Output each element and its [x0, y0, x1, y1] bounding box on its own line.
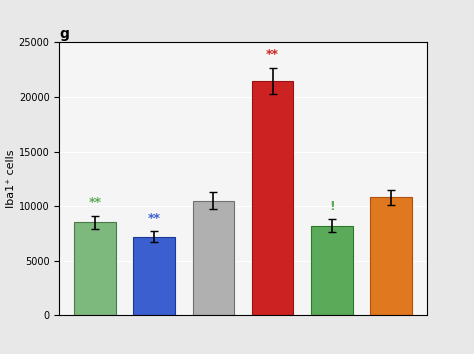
- Bar: [192, 201, 234, 315]
- Y-axis label: Iba1⁺ cells: Iba1⁺ cells: [6, 149, 16, 208]
- Bar: [133, 236, 175, 315]
- Text: !: !: [329, 200, 335, 212]
- Bar: [252, 81, 293, 315]
- Text: **: **: [266, 48, 279, 61]
- Bar: [74, 222, 116, 315]
- Text: **: **: [147, 212, 161, 224]
- Text: **: **: [88, 196, 101, 209]
- Bar: [311, 225, 353, 315]
- Text: g: g: [59, 27, 69, 41]
- Bar: [370, 197, 412, 315]
